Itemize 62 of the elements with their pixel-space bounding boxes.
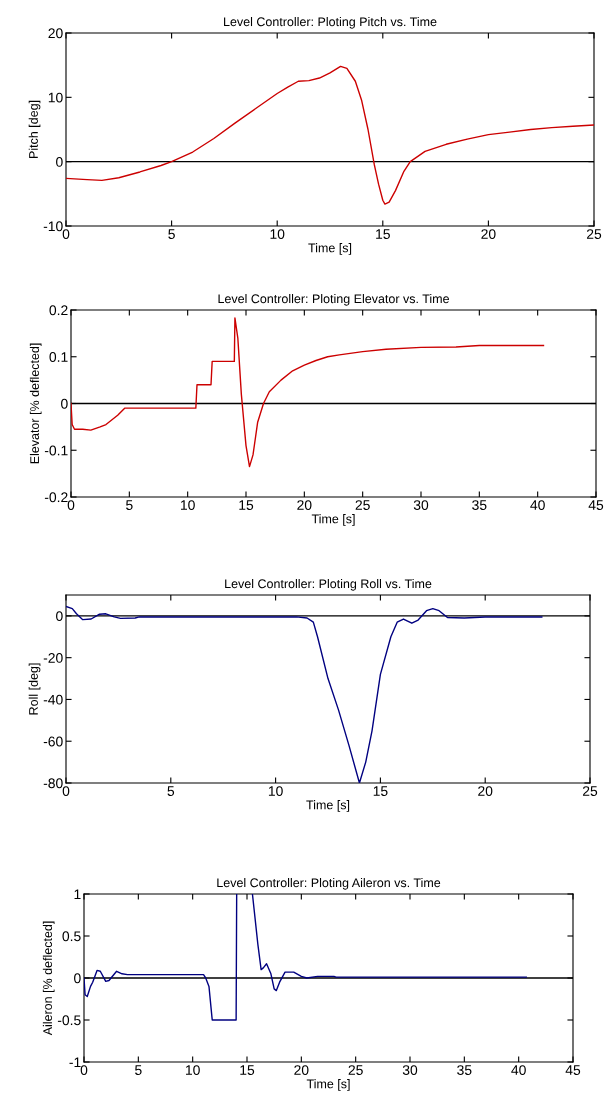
x-tick-label: 20 <box>481 229 496 239</box>
x-tick-label: 40 <box>511 1065 526 1075</box>
x-tick-label: 25 <box>348 1065 363 1075</box>
x-tick-label: 5 <box>167 786 175 796</box>
y-tick-label: -20 <box>43 653 63 663</box>
y-tick-label: -80 <box>43 778 63 789</box>
y-tick-label: -10 <box>43 221 63 232</box>
x-tick-label: 15 <box>376 229 390 239</box>
y-tick-label: 0.5 <box>62 931 81 942</box>
y-tick-label: -0.1 <box>44 445 68 456</box>
x-tick-label: 15 <box>239 500 254 510</box>
x-tick-label: 5 <box>135 1065 142 1075</box>
y-tick-label: 20 <box>48 28 63 39</box>
x-tick-label: 40 <box>530 500 545 510</box>
line-series <box>66 605 543 783</box>
x-tick-label: 5 <box>168 229 175 239</box>
y-tick-label: -0.2 <box>44 492 68 503</box>
y-tick-label: -0.5 <box>57 1015 81 1026</box>
x-tick-label: 30 <box>413 500 429 510</box>
y-axis-title: Roll [deg] <box>28 663 41 715</box>
y-tick-label: 0 <box>56 611 63 622</box>
x-tick-label: 20 <box>294 1065 309 1075</box>
y-axis-title: Elevator [% deflected] <box>29 343 42 464</box>
line-series <box>66 65 594 205</box>
x-axis-title: Time [s] <box>306 1079 350 1091</box>
y-tick-label: 10 <box>48 92 63 103</box>
x-tick-label: 10 <box>181 500 195 510</box>
y-tick-label: -1 <box>69 1057 81 1068</box>
x-tick-label: 20 <box>478 786 493 796</box>
x-axis-title: Time [s] <box>308 243 352 255</box>
x-axis-title: Time [s] <box>306 800 350 812</box>
y-axis-title: Aileron [% deflected] <box>42 921 55 1036</box>
x-tick-label: 45 <box>565 1065 581 1075</box>
x-tick-label: 25 <box>355 500 370 510</box>
chart-title: Level Controller: Ploting Roll vs. Time <box>225 579 432 591</box>
chart-title: Level Controller: Ploting Aileron vs. Time <box>217 878 441 890</box>
x-tick-label: 10 <box>270 229 285 239</box>
x-tick-label: 5 <box>126 500 133 510</box>
y-tick-label: 0 <box>56 157 63 167</box>
chart-title: Level Controller: Ploting Elevator vs. Time <box>218 294 449 306</box>
x-tick-label: 30 <box>402 1065 418 1075</box>
y-tick-label: -40 <box>43 694 63 705</box>
x-tick-label: 15 <box>373 786 388 796</box>
y-tick-label: 0.1 <box>49 352 68 362</box>
y-tick-label: 0 <box>61 398 68 409</box>
x-tick-label: 35 <box>457 1065 472 1075</box>
y-tick-label: 0.2 <box>49 305 68 316</box>
x-tick-label: 25 <box>586 229 602 239</box>
line-series <box>71 317 545 468</box>
x-tick-label: 45 <box>588 500 604 510</box>
x-tick-label: 10 <box>186 1065 200 1075</box>
x-tick-label: 10 <box>268 786 283 796</box>
y-tick-label: 0 <box>74 973 81 984</box>
chart-title: Level Controller: Ploting Pitch vs. Time <box>224 17 437 29</box>
y-tick-label: 1 <box>74 889 81 900</box>
x-tick-label: 20 <box>297 500 312 510</box>
x-axis-title: Time [s] <box>311 514 355 526</box>
x-tick-label: 25 <box>582 786 598 796</box>
x-tick-label: 35 <box>472 500 487 510</box>
x-tick-label: 15 <box>240 1065 255 1075</box>
y-axis-title: Pitch [deg] <box>28 100 41 158</box>
y-tick-label: -60 <box>43 736 63 747</box>
